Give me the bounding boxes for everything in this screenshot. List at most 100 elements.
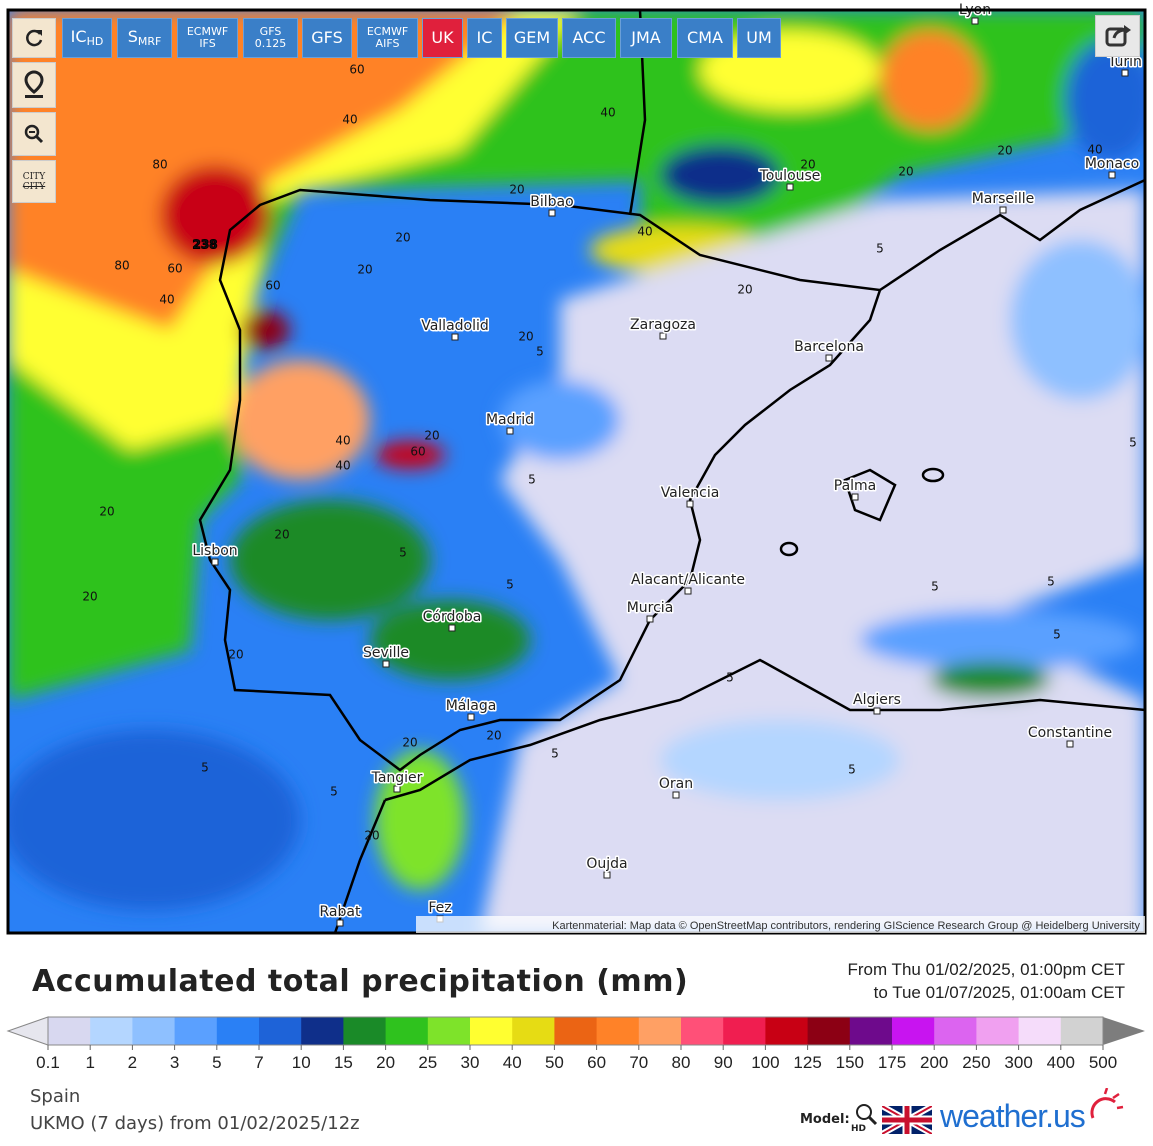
city-label: Monaco	[1085, 156, 1139, 172]
share-button[interactable]	[1095, 15, 1140, 57]
scale-label: 20	[376, 1053, 395, 1072]
model-button-line: IFS	[199, 37, 216, 50]
scale-label: 300	[1004, 1053, 1032, 1072]
scale-bin	[638, 1017, 682, 1045]
city-label: Constantine	[1028, 725, 1112, 741]
city-marker	[825, 354, 833, 362]
location-button[interactable]	[12, 62, 56, 108]
city-label: Oran	[659, 776, 693, 792]
scale-label: 5	[212, 1053, 221, 1072]
city-marker	[684, 587, 692, 595]
model-button[interactable]: ECMWF IFS	[177, 18, 238, 58]
model-button[interactable]: ECMWF AIFS	[357, 18, 418, 58]
city-marker	[382, 660, 390, 668]
scale-label: 10	[292, 1053, 311, 1072]
scale-bin	[934, 1017, 977, 1045]
scale-outline	[47, 1016, 1104, 1046]
scale-bin	[723, 1017, 766, 1045]
contour-label: 20	[898, 165, 913, 179]
scale-bin	[343, 1017, 387, 1045]
model-sub: HD	[86, 35, 104, 48]
scale-bin	[596, 1017, 640, 1045]
zoom-button[interactable]	[12, 112, 56, 156]
model-button[interactable]: GFS	[302, 18, 352, 58]
city-marker	[1108, 171, 1116, 179]
contour-label: 5	[201, 761, 209, 775]
scale-label: 100	[751, 1053, 779, 1072]
city-label: Madrid	[486, 412, 534, 428]
city-label: Seville	[363, 645, 409, 661]
city-label: Oujda	[586, 856, 627, 872]
city-marker	[659, 332, 667, 340]
model-button-label: SMRF	[128, 29, 162, 48]
scale-bin	[681, 1017, 724, 1045]
city-marker	[467, 713, 475, 721]
contour-label: 5	[506, 578, 514, 592]
scale-label: 2	[128, 1053, 137, 1072]
model-button-label: ACC	[572, 30, 605, 46]
city-label: Marseille	[972, 191, 1035, 207]
model-button[interactable]: IC	[467, 18, 502, 58]
logo: Model: HD weather.us	[800, 1088, 1130, 1138]
contour-label: 5	[848, 763, 856, 777]
scale-label: 7	[254, 1053, 263, 1072]
city-marker	[786, 183, 794, 191]
scale-label: 400	[1047, 1053, 1075, 1072]
scale-bin	[427, 1017, 471, 1045]
city-label: Córdoba	[423, 609, 482, 625]
model-button[interactable]: ICHD	[62, 18, 112, 58]
model-sub: MRF	[137, 35, 162, 48]
contour-label: 20	[402, 736, 417, 750]
city-marker	[448, 624, 456, 632]
contour-label: 40	[342, 113, 357, 127]
city-label: CITY	[22, 171, 46, 182]
contour-label: 238	[192, 238, 217, 252]
model-button-line: ECMWF	[366, 25, 409, 38]
city-label: Palma	[834, 478, 877, 494]
model-name: ACC	[572, 28, 606, 47]
city-label: Algiers	[853, 692, 901, 708]
model-button[interactable]: CMA	[677, 18, 733, 58]
city-marker	[211, 558, 219, 566]
city-label: Alacant/Alicante	[631, 572, 745, 588]
contour-label: 20	[395, 231, 410, 245]
contour-label: 20	[274, 528, 289, 542]
scale-label: 500	[1089, 1053, 1117, 1072]
scale-label: 60	[587, 1053, 606, 1072]
contour-label: 60	[265, 279, 280, 293]
city-label: Tangier	[371, 770, 423, 786]
map: LyonTurinMonacoToulouseMarseilleBilbaoVa…	[6, 1, 1147, 935]
scale-label: 125	[793, 1053, 821, 1072]
model-button[interactable]: GFS 0.125	[243, 18, 298, 58]
city-marker	[873, 707, 881, 715]
city-label: Valladolid	[421, 318, 489, 334]
model-button[interactable]: SMRF	[117, 18, 172, 58]
model-button[interactable]: JMA	[620, 18, 672, 58]
model-button[interactable]: UK	[422, 18, 463, 58]
precip-field	[8, 10, 1145, 933]
model-button[interactable]: GEM	[506, 18, 558, 58]
color-scale: 0.1 1 2 3 5 7 10 15 20 25 30 40 50 60 70 80 90 100 125 150 1…	[6, 1016, 1145, 1072]
contour-label: 60	[349, 63, 364, 77]
contour-label: 40	[335, 434, 350, 448]
model-button-line: 0.125	[254, 37, 287, 50]
contour-label: 20	[424, 429, 439, 443]
city-marker	[603, 871, 611, 879]
model-button-line: GFS	[259, 25, 282, 38]
city-label: Murcia	[627, 600, 674, 616]
contour-label: 80	[152, 158, 167, 172]
model-button-label: JMA	[631, 30, 660, 46]
city-toggle[interactable]: CITY CITY	[12, 160, 56, 203]
contour-label: 20	[509, 183, 524, 197]
coastline	[198, 10, 1145, 933]
contour-label: 5	[876, 242, 884, 256]
scale-label: 30	[461, 1053, 480, 1072]
scale-bin	[976, 1017, 1020, 1045]
model-button[interactable]: UM	[737, 18, 781, 58]
model-button-label: IC	[477, 30, 493, 46]
scale-label: 0.1	[36, 1053, 60, 1072]
model-button[interactable]: ACC	[562, 18, 616, 58]
scale-bin	[512, 1017, 555, 1045]
refresh-button[interactable]	[12, 18, 56, 58]
scale-bin	[892, 1017, 935, 1045]
